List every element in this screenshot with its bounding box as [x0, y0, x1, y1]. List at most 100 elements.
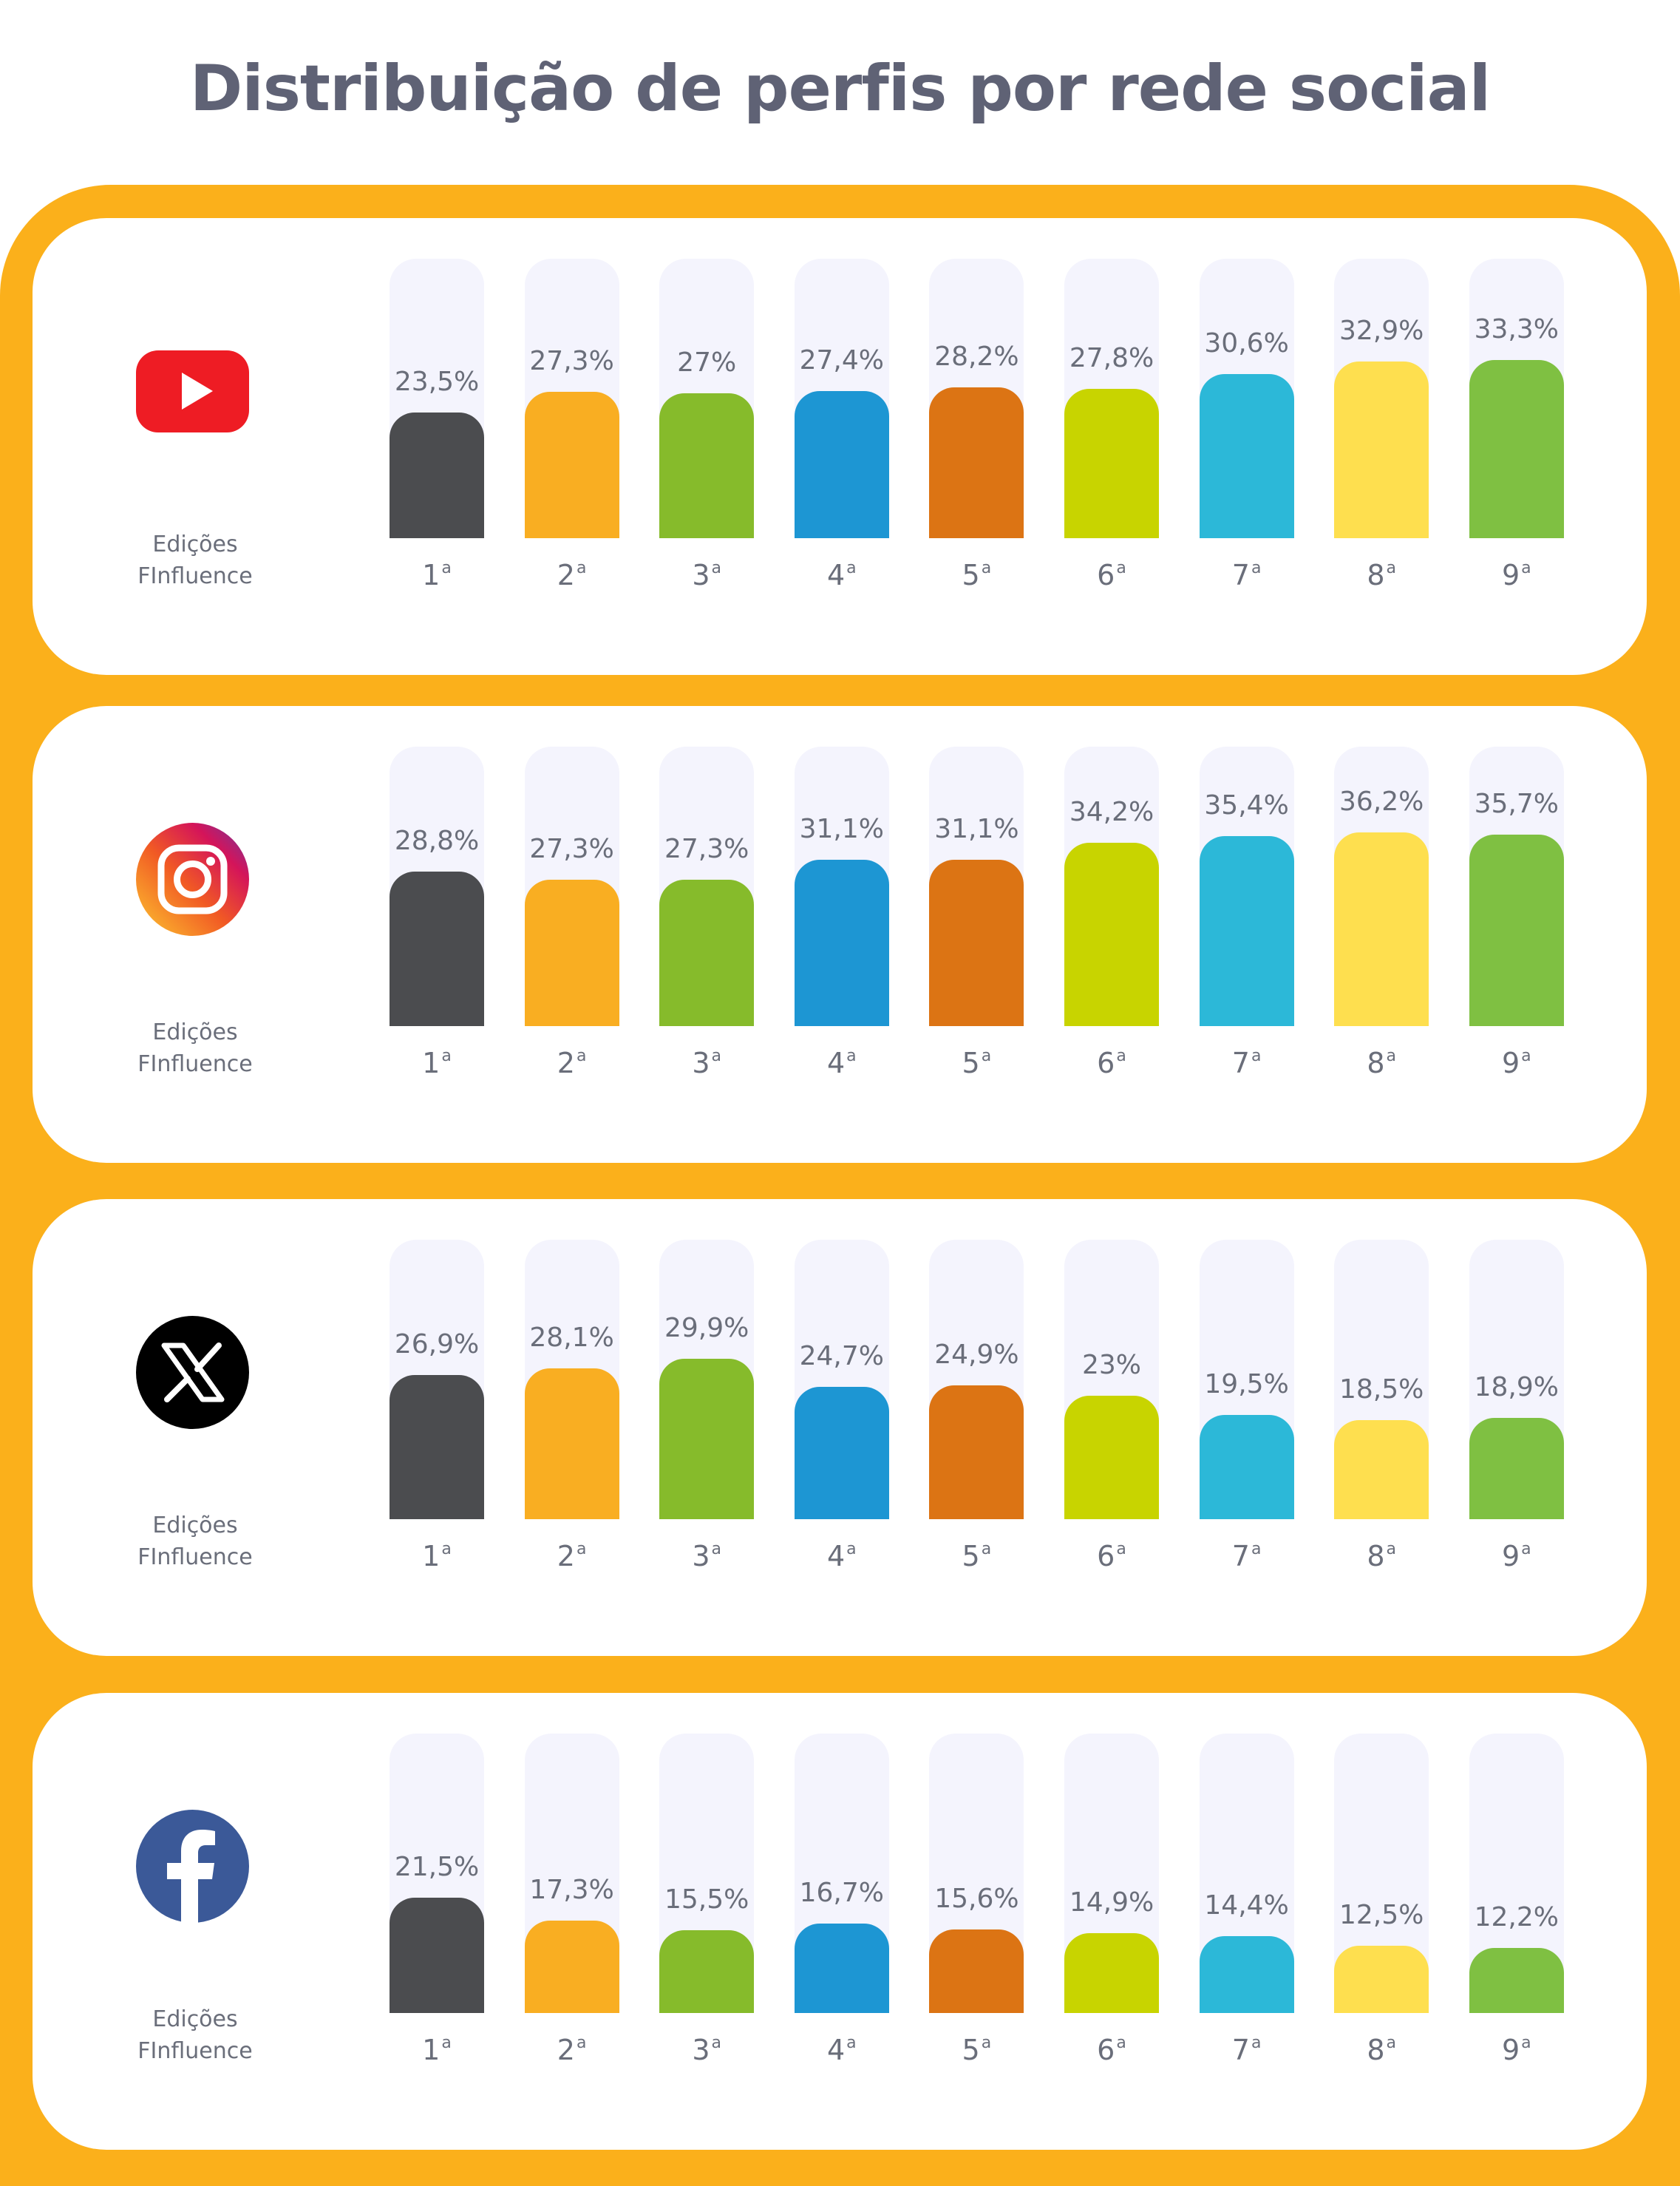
category-label: 4a: [826, 1540, 857, 1572]
value-label: 28,1%: [529, 1323, 614, 1354]
value-label: 12,2%: [1474, 1901, 1559, 1932]
bar-edition-4: [794, 1923, 889, 2013]
bar-edition-6: [1064, 843, 1159, 1026]
category-label: 3a: [692, 1047, 722, 1079]
category-label: 7a: [1231, 2034, 1262, 2066]
bar-edition-5: [929, 387, 1024, 538]
editions-label: Edições FInfluence: [110, 1510, 280, 1573]
x-icon: [136, 1316, 249, 1429]
category-label: 9a: [1501, 2034, 1531, 2066]
editions-label: Edições FInfluence: [110, 1016, 280, 1080]
category-label: 5a: [962, 2034, 992, 2066]
category-label: 1a: [422, 1047, 452, 1079]
bar-edition-1: [390, 1374, 484, 1519]
category-label: 7a: [1231, 559, 1262, 591]
value-label: 16,7%: [799, 1877, 884, 1908]
category-label: 2a: [557, 2034, 587, 2066]
editions-label-line1: Edições: [152, 2006, 238, 2032]
chart-card-youtube: Edições FInfluence 23,5% 1a 27,3% 2a 27% 3a 27,4…: [33, 218, 1647, 675]
category-label: 2a: [557, 1047, 587, 1079]
category-label: 5a: [962, 1540, 992, 1572]
bar-edition-3: [659, 880, 755, 1026]
category-label: 9a: [1501, 1047, 1531, 1079]
value-label: 28,8%: [394, 826, 480, 857]
category-label: 6a: [1097, 1047, 1126, 1079]
category-label: 5a: [962, 1047, 992, 1079]
bar-edition-9: [1469, 1417, 1564, 1519]
chart-card-x: Edições FInfluence 26,9% 1a 28,1% 2a 29,9% 3a 24…: [33, 1199, 1647, 1656]
value-label: 27,3%: [664, 834, 749, 865]
chart-title: Distribuição de perfis por rede social: [189, 52, 1491, 126]
bar-edition-4: [794, 391, 889, 538]
category-label: 7a: [1231, 1540, 1262, 1572]
value-label: 27,8%: [1069, 343, 1154, 374]
value-label: 14,9%: [1069, 1887, 1154, 1918]
bar-edition-5: [929, 1929, 1024, 2013]
value-label: 21,5%: [394, 1852, 480, 1883]
chart-card-facebook: Edições FInfluence 21,5% 1a 17,3% 2a 15,5% 3a 16…: [33, 1693, 1647, 2150]
bar-edition-5: [929, 859, 1024, 1026]
category-label: 1a: [422, 559, 452, 591]
youtube-icon: [136, 335, 249, 448]
value-label: 32,9%: [1339, 316, 1424, 347]
bar-edition-6: [1064, 389, 1159, 538]
bar-edition-4: [794, 1386, 889, 1519]
value-label: 35,4%: [1204, 790, 1289, 821]
category-label: 1a: [422, 2034, 452, 2066]
value-label: 27,3%: [529, 346, 614, 377]
editions-label-line2: FInfluence: [137, 1544, 253, 1570]
bar-edition-9: [1469, 835, 1564, 1026]
facebook-icon: [136, 1810, 249, 1923]
bar-edition-2: [524, 1920, 619, 2013]
bar-edition-6: [1064, 1396, 1159, 1519]
bar-edition-3: [659, 1359, 755, 1519]
value-label: 30,6%: [1204, 328, 1289, 359]
value-label: 31,1%: [934, 813, 1019, 844]
bar-edition-8: [1334, 1419, 1429, 1519]
value-label: 28,2%: [934, 341, 1019, 372]
bar-edition-9: [1469, 359, 1564, 538]
bar-edition-8: [1334, 361, 1429, 538]
value-label: 33,3%: [1474, 313, 1559, 344]
bar-edition-3: [659, 1929, 755, 2013]
value-label: 36,2%: [1339, 786, 1424, 817]
editions-label-line2: FInfluence: [137, 2038, 253, 2064]
chart-card-instagram: Edições FInfluence 28,8% 1a 27,3% 2a 27,3% 3a 31…: [33, 706, 1647, 1163]
value-label: 17,3%: [529, 1874, 614, 1905]
bar-edition-7: [1199, 1935, 1294, 2013]
bar-edition-3: [659, 393, 755, 538]
bar-edition-2: [524, 880, 619, 1026]
category-label: 4a: [826, 2034, 857, 2066]
editions-label-line1: Edições: [152, 532, 238, 557]
value-label: 24,7%: [799, 1340, 884, 1371]
value-label: 14,4%: [1204, 1890, 1289, 1921]
bar-edition-4: [794, 859, 889, 1026]
editions-label-line1: Edições: [152, 1513, 238, 1538]
value-label: 35,7%: [1474, 789, 1559, 820]
category-label: 3a: [692, 1540, 722, 1572]
category-label: 9a: [1501, 559, 1531, 591]
category-label: 6a: [1097, 1540, 1126, 1572]
value-label: 18,5%: [1339, 1374, 1424, 1405]
bar-edition-2: [524, 1368, 619, 1519]
category-label: 6a: [1097, 2034, 1126, 2066]
editions-label-line2: FInfluence: [137, 1051, 253, 1077]
bar-edition-1: [390, 1898, 484, 2013]
value-label: 34,2%: [1069, 797, 1154, 828]
bar-edition-1: [390, 412, 484, 538]
value-label: 12,5%: [1339, 1900, 1424, 1931]
instagram-icon: [136, 823, 249, 936]
value-label: 15,5%: [664, 1884, 749, 1915]
category-label: 7a: [1231, 1047, 1262, 1079]
bar-edition-6: [1064, 1932, 1159, 2013]
category-label: 4a: [826, 559, 857, 591]
bar-edition-2: [524, 392, 619, 538]
category-label: 9a: [1501, 1540, 1531, 1572]
editions-label-line1: Edições: [152, 1019, 238, 1045]
value-label: 27,3%: [529, 834, 614, 865]
category-label: 6a: [1097, 559, 1126, 591]
value-label: 15,6%: [934, 1883, 1019, 1914]
bar-edition-7: [1199, 1414, 1294, 1519]
category-label: 8a: [1367, 559, 1397, 591]
value-label: 18,9%: [1474, 1371, 1559, 1402]
